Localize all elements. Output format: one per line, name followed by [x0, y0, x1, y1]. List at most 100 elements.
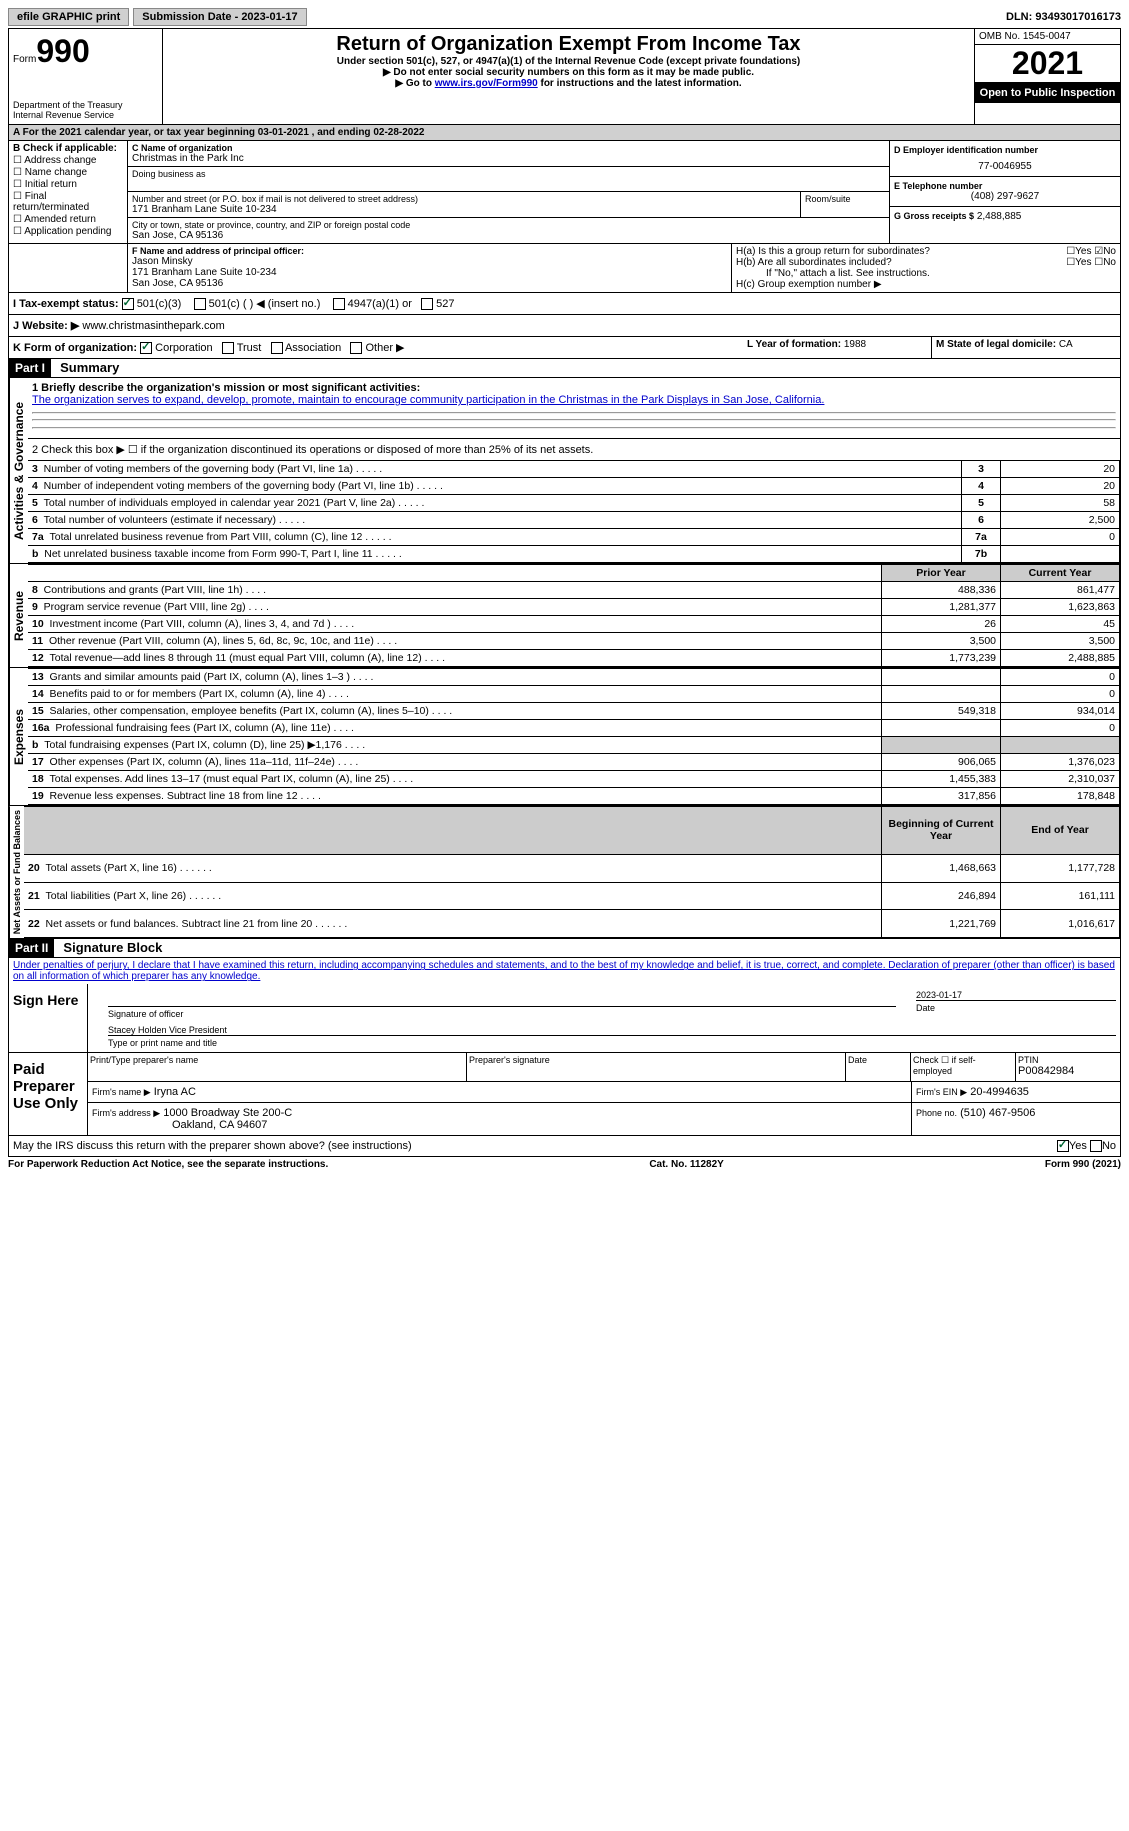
mission-text: The organization serves to expand, devel… — [32, 394, 1116, 406]
table-row: 19 Revenue less expenses. Subtract line … — [28, 788, 1120, 805]
table-row: 7a Total unrelated business revenue from… — [28, 529, 1120, 546]
signature-block: Sign Here Signature of officer 2023-01-1… — [8, 984, 1121, 1053]
form-word: Form — [13, 54, 36, 65]
table-row: 8 Contributions and grants (Part VIII, l… — [28, 582, 1120, 599]
ha-label: H(a) Is this a group return for subordin… — [736, 246, 930, 257]
netassets-section: Net Assets or Fund Balances Beginning of… — [8, 806, 1121, 939]
hb-answer[interactable]: ☐Yes ☐No — [1066, 257, 1116, 268]
line2: 2 Check this box ▶ ☐ if the organization… — [28, 439, 1120, 460]
firm-name: Iryna AC — [154, 1086, 196, 1098]
check-assoc[interactable] — [271, 342, 283, 354]
check-other[interactable] — [350, 342, 362, 354]
table-row: 15 Salaries, other compensation, employe… — [28, 703, 1120, 720]
ein-value: 77-0046955 — [894, 155, 1116, 172]
submission-date: Submission Date - 2023-01-17 — [133, 8, 306, 26]
preparer-block: Paid Preparer Use Only Print/Type prepar… — [8, 1053, 1121, 1136]
officer-addr2: San Jose, CA 95136 — [132, 278, 727, 289]
city-state-zip: San Jose, CA 95136 — [132, 230, 885, 241]
section-i: I Tax-exempt status: 501(c)(3) 501(c) ( … — [8, 293, 1121, 315]
ein-label: D Employer identification number — [894, 145, 1116, 155]
check-527[interactable] — [421, 298, 433, 310]
netassets-table: Beginning of Current YearEnd of Year 20 … — [24, 806, 1120, 938]
discuss-answer[interactable]: Yes No — [1057, 1140, 1116, 1152]
irs-link[interactable]: www.irs.gov/Form990 — [435, 78, 538, 89]
table-row: 14 Benefits paid to or for members (Part… — [28, 686, 1120, 703]
form-number: 990 — [36, 33, 89, 69]
ptin: P00842984 — [1018, 1065, 1118, 1077]
part1-header: Part I Summary — [8, 359, 1121, 378]
footer-mid: Cat. No. 11282Y — [649, 1159, 723, 1170]
year-formation: 1988 — [844, 339, 866, 350]
table-row: 6 Total number of volunteers (estimate i… — [28, 512, 1120, 529]
dln: DLN: 93493017016173 — [1006, 11, 1121, 23]
table-row: 20 Total assets (Part X, line 16) . . . … — [24, 854, 1120, 882]
efile-button[interactable]: efile GRAPHIC print — [8, 8, 129, 26]
table-row: 12 Total revenue—add lines 8 through 11 … — [28, 650, 1120, 667]
part2-header: Part II Signature Block — [8, 939, 1121, 958]
check-trust[interactable] — [222, 342, 234, 354]
street-address: 171 Branham Lane Suite 10-234 — [132, 204, 796, 215]
hc-label: H(c) Group exemption number ▶ — [736, 279, 1116, 290]
line-a: A For the 2021 calendar year, or tax yea… — [8, 125, 1121, 141]
table-row: 13 Grants and similar amounts paid (Part… — [28, 669, 1120, 686]
table-row: 4 Number of independent voting members o… — [28, 478, 1120, 495]
tax-year: 2021 — [975, 45, 1120, 83]
table-row: 17 Other expenses (Part IX, column (A), … — [28, 754, 1120, 771]
part1-label: Part I — [9, 359, 51, 377]
revenue-table: Prior YearCurrent Year 8 Contributions a… — [28, 564, 1120, 667]
vert-revenue: Revenue — [9, 564, 28, 667]
table-row: 22 Net assets or fund balances. Subtract… — [24, 910, 1120, 938]
sig-date: 2023-01-17 Date — [916, 988, 1116, 1019]
check-501c[interactable] — [194, 298, 206, 310]
check-pending[interactable]: ☐ Application pending — [13, 226, 123, 237]
prep-phone: (510) 467-9506 — [960, 1107, 1035, 1119]
firm-addr: 1000 Broadway Ste 200-C — [163, 1107, 292, 1119]
website-value[interactable]: www.christmasinthepark.com — [82, 320, 224, 332]
gross-value: 2,488,885 — [977, 211, 1022, 222]
expenses-table: 13 Grants and similar amounts paid (Part… — [28, 668, 1120, 805]
sign-here-label: Sign Here — [9, 984, 88, 1052]
table-row: 5 Total number of individuals employed i… — [28, 495, 1120, 512]
main-title: Return of Organization Exempt From Incom… — [167, 33, 970, 56]
dba-label: Doing business as — [132, 169, 885, 179]
section-klm: K Form of organization: Corporation Trus… — [8, 337, 1121, 359]
part2-title: Signature Block — [57, 940, 162, 955]
ha-answer[interactable]: ☐Yes ☑No — [1066, 246, 1116, 257]
check-4947[interactable] — [333, 298, 345, 310]
check-amended[interactable]: ☐ Amended return — [13, 214, 123, 225]
vert-expenses: Expenses — [9, 668, 28, 805]
tax-exempt-label: I Tax-exempt status: — [13, 298, 119, 310]
vert-governance: Activities & Governance — [9, 378, 28, 563]
check-address[interactable]: ☐ Address change — [13, 155, 123, 166]
officer-name: Jason Minsky — [132, 256, 727, 267]
table-row: 11 Other revenue (Part VIII, column (A),… — [28, 633, 1120, 650]
check-name[interactable]: ☐ Name change — [13, 167, 123, 178]
table-row: 9 Program service revenue (Part VIII, li… — [28, 599, 1120, 616]
expenses-section: Expenses 13 Grants and similar amounts p… — [8, 668, 1121, 806]
table-row: b Total fundraising expenses (Part IX, c… — [28, 737, 1120, 754]
table-row: b Net unrelated business taxable income … — [28, 546, 1120, 563]
check-final[interactable]: ☐ Final return/terminated — [13, 191, 123, 213]
city-label: City or town, state or province, country… — [132, 220, 885, 230]
irs-label: Internal Revenue Service — [13, 110, 158, 120]
table-row: 16a Professional fundraising fees (Part … — [28, 720, 1120, 737]
box-b-label: B Check if applicable: — [13, 143, 123, 154]
paid-prep-label: Paid Preparer Use Only — [9, 1053, 88, 1135]
officer-addr1: 171 Branham Lane Suite 10-234 — [132, 267, 727, 278]
section-b-to-g: B Check if applicable: ☐ Address change … — [8, 141, 1121, 244]
addr-label: Number and street (or P.O. box if mail i… — [132, 194, 796, 204]
ssn-warning: ▶ Do not enter social security numbers o… — [167, 67, 970, 78]
table-row: 21 Total liabilities (Part X, line 26) .… — [24, 882, 1120, 910]
table-row: 3 Number of voting members of the govern… — [28, 461, 1120, 478]
state-domicile: CA — [1059, 339, 1073, 350]
check-501c3[interactable] — [122, 298, 134, 310]
section-j: J Website: ▶ www.christmasinthepark.com — [8, 315, 1121, 337]
goto-instruction: ▶ Go to www.irs.gov/Form990 for instruct… — [167, 78, 970, 89]
officer-sig-line[interactable]: Signature of officer — [108, 988, 896, 1019]
officer-label: F Name and address of principal officer: — [132, 246, 727, 256]
open-public: Open to Public Inspection — [975, 83, 1120, 103]
check-corp[interactable] — [140, 342, 152, 354]
part2-label: Part II — [9, 939, 54, 957]
room-label: Room/suite — [805, 194, 885, 204]
check-initial[interactable]: ☐ Initial return — [13, 179, 123, 190]
